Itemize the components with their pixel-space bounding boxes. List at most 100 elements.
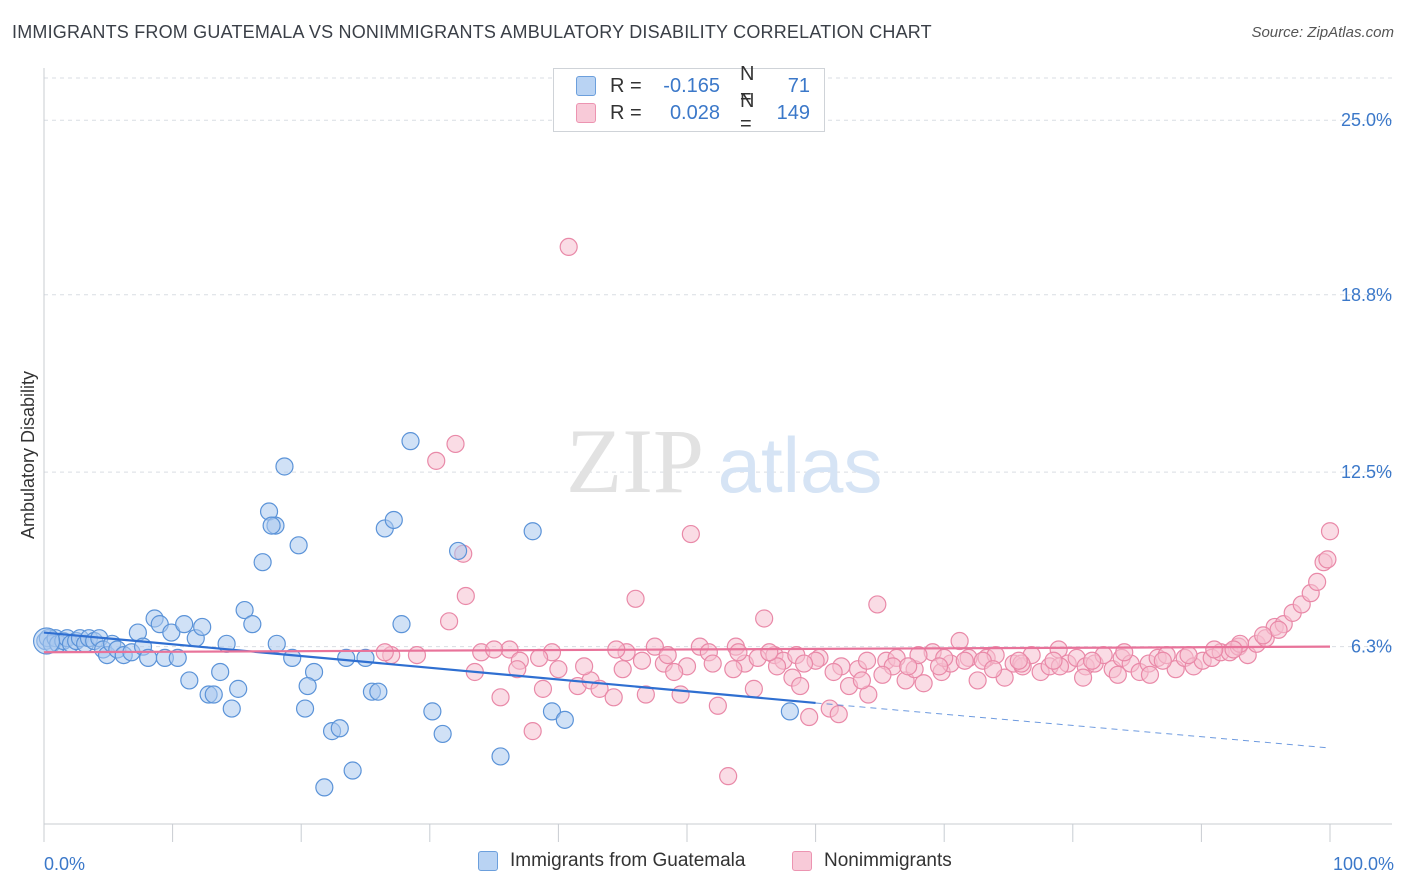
trend-line-nonimmigrants [43, 645, 1331, 654]
source-label: Source: ZipAtlas.com [1251, 24, 1394, 41]
legend-label-guatemala: Immigrants from Guatemala [510, 850, 746, 871]
gridlines [44, 77, 1392, 648]
point-nonimmigrant [1153, 651, 1172, 670]
point-guatemala [180, 671, 199, 690]
point-nonimmigrant [626, 589, 645, 608]
watermark: ZIP atlas [566, 410, 882, 512]
point-nonimmigrant [857, 651, 877, 670]
point-guatemala [330, 719, 349, 738]
point-nonimmigrant [1269, 620, 1288, 639]
point-nonimmigrant [899, 657, 918, 676]
point-guatemala [204, 685, 223, 704]
legend-item-nonimmigrants: Nonimmigrants [792, 850, 952, 872]
point-nonimmigrant [508, 660, 527, 679]
point-guatemala [262, 516, 281, 535]
point-nonimmigrant [523, 722, 542, 741]
point-nonimmigrant [955, 651, 974, 670]
point-nonimmigrant [446, 434, 465, 454]
legend-n-label: N = [740, 90, 755, 135]
point-nonimmigrant [708, 696, 727, 715]
point-guatemala [523, 522, 542, 541]
point-guatemala [162, 623, 181, 642]
point-nonimmigrant [407, 645, 427, 665]
point-guatemala [401, 432, 420, 451]
legend-n-value: 71 [787, 74, 810, 97]
point-guatemala [229, 679, 248, 698]
watermark-atlas: atlas [718, 421, 883, 509]
point-nonimmigrant [681, 524, 700, 544]
data-points [32, 237, 1340, 797]
legend-label-nonimmigrants: Nonimmigrants [824, 850, 952, 871]
point-nonimmigrant [800, 707, 819, 727]
point-nonimmigrant [427, 451, 446, 470]
point-nonimmigrant [456, 586, 475, 606]
point-nonimmigrant [375, 643, 394, 662]
series-legend: Immigrants from Guatemala Nonimmigrants [0, 850, 1406, 878]
point-guatemala [235, 600, 254, 620]
point-nonimmigrant [791, 676, 810, 696]
chart-title: IMMIGRANTS FROM GUATEMALA VS NONIMMIGRAN… [12, 22, 932, 42]
point-nonimmigrant [744, 679, 763, 698]
point-guatemala [555, 710, 574, 729]
point-nonimmigrant [549, 660, 568, 679]
point-nonimmigrant [559, 237, 578, 257]
legend-row-nonimmigrants: R = 0.028 N = 149 [576, 90, 810, 135]
point-nonimmigrant [729, 643, 748, 662]
point-guatemala [542, 702, 562, 721]
point-nonimmigrant [1320, 522, 1340, 541]
point-nonimmigrant [1108, 665, 1127, 684]
watermark-zip: ZIP [566, 410, 704, 512]
y-tick-label: 18.8% [1341, 285, 1392, 305]
axes [43, 68, 1392, 842]
point-nonimmigrant [767, 657, 787, 676]
point-nonimmigrant [1254, 626, 1273, 645]
point-nonimmigrant [1308, 572, 1327, 592]
point-nonimmigrant [1179, 645, 1198, 665]
legend-r-label: R = [610, 101, 642, 124]
legend-swatch-blue [576, 76, 596, 96]
legend-n-label: N = [740, 63, 755, 108]
point-guatemala [275, 457, 294, 476]
point-nonimmigrant [829, 705, 848, 724]
trend-line-guatemala [43, 631, 816, 705]
point-guatemala [384, 510, 403, 530]
point-guatemala [315, 778, 334, 797]
y-tick-label: 25.0% [1341, 110, 1392, 130]
point-guatemala [175, 615, 194, 634]
point-guatemala [780, 702, 799, 721]
point-guatemala [298, 676, 317, 696]
point-guatemala [211, 662, 230, 682]
y-axis-label: Ambulatory Disability [18, 371, 38, 539]
point-guatemala [433, 724, 452, 744]
point-nonimmigrant [824, 662, 843, 682]
legend-swatch-pink [792, 851, 812, 871]
point-nonimmigrant [632, 651, 652, 670]
correlation-legend: R = -0.165 N = 71 R = 0.028 N = 149 [553, 63, 825, 135]
legend-n-value: 149 [776, 101, 810, 124]
point-nonimmigrant [929, 657, 949, 676]
point-nonimmigrant [1318, 550, 1337, 569]
point-guatemala [491, 747, 510, 766]
legend-r-value: -0.165 [663, 74, 720, 97]
tick-labels: 6.3% 12.5% 18.8% 25.0% 0.0% 100.0% [44, 110, 1394, 874]
point-guatemala [343, 761, 362, 780]
point-nonimmigrant [439, 612, 459, 631]
point-nonimmigrant [575, 657, 594, 676]
point-nonimmigrant [873, 665, 892, 684]
legend-item-guatemala: Immigrants from Guatemala [478, 850, 745, 872]
point-nonimmigrant [665, 662, 684, 682]
point-nonimmigrant [968, 671, 987, 690]
point-nonimmigrant [604, 688, 623, 707]
point-nonimmigrant [724, 660, 743, 679]
point-nonimmigrant [1009, 651, 1028, 670]
point-guatemala [337, 648, 356, 668]
point-guatemala [253, 553, 272, 572]
point-guatemala [193, 617, 212, 637]
point-guatemala [267, 634, 286, 653]
point-nonimmigrant [914, 674, 933, 693]
point-nonimmigrant [1205, 640, 1224, 659]
point-nonimmigrant [852, 671, 871, 690]
point-nonimmigrant [530, 648, 549, 668]
y-tick-label: 12.5% [1341, 462, 1392, 482]
